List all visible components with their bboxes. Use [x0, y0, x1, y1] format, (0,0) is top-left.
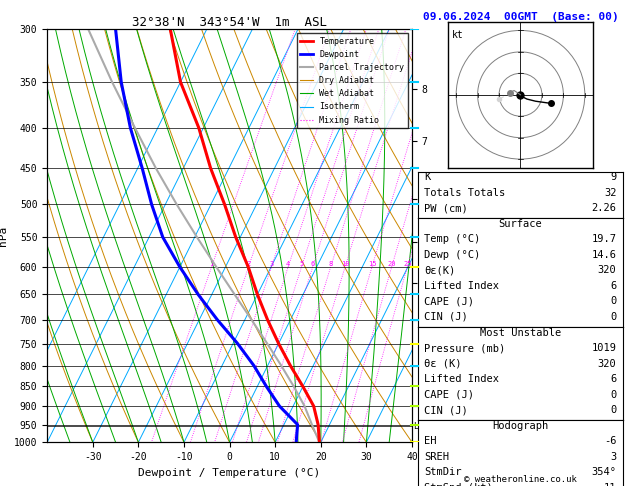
Text: © weatheronline.co.uk: © weatheronline.co.uk: [464, 474, 577, 484]
Text: CIN (J): CIN (J): [425, 405, 468, 415]
Text: PW (cm): PW (cm): [425, 203, 468, 213]
Y-axis label: hPa: hPa: [0, 226, 8, 246]
Text: Dewp (°C): Dewp (°C): [425, 250, 481, 260]
Text: Totals Totals: Totals Totals: [425, 188, 506, 197]
Text: 2.26: 2.26: [592, 203, 616, 213]
Text: LCL: LCL: [413, 422, 428, 431]
Text: 320: 320: [598, 265, 616, 275]
Text: 9: 9: [610, 172, 616, 182]
Text: Most Unstable: Most Unstable: [480, 328, 561, 337]
Text: 6: 6: [610, 374, 616, 384]
Text: θε (K): θε (K): [425, 359, 462, 368]
Text: 5: 5: [299, 261, 304, 267]
Y-axis label: km
ASL: km ASL: [441, 225, 459, 246]
Text: 20: 20: [387, 261, 396, 267]
Text: 3: 3: [269, 261, 274, 267]
Text: 4: 4: [286, 261, 290, 267]
Text: 3: 3: [610, 452, 616, 462]
Text: 2: 2: [247, 261, 250, 267]
X-axis label: Dewpoint / Temperature (°C): Dewpoint / Temperature (°C): [138, 468, 321, 478]
Text: 11: 11: [604, 483, 616, 486]
Text: Hodograph: Hodograph: [493, 421, 548, 431]
Text: Lifted Index: Lifted Index: [425, 281, 499, 291]
Text: 320: 320: [598, 359, 616, 368]
Text: 1: 1: [209, 261, 214, 267]
Text: 6: 6: [311, 261, 314, 267]
Text: -6: -6: [604, 436, 616, 446]
Text: 354°: 354°: [592, 468, 616, 477]
Text: kt: kt: [452, 31, 464, 40]
Legend: Temperature, Dewpoint, Parcel Trajectory, Dry Adiabat, Wet Adiabat, Isotherm, Mi: Temperature, Dewpoint, Parcel Trajectory…: [297, 34, 408, 128]
Text: EH: EH: [425, 436, 437, 446]
Title: 32°38'N  343°54'W  1m  ASL: 32°38'N 343°54'W 1m ASL: [132, 16, 327, 29]
Text: 6: 6: [610, 281, 616, 291]
Text: CIN (J): CIN (J): [425, 312, 468, 322]
Text: 0: 0: [610, 405, 616, 415]
Text: StmDir: StmDir: [425, 468, 462, 477]
Text: Lifted Index: Lifted Index: [425, 374, 499, 384]
Text: Temp (°C): Temp (°C): [425, 234, 481, 244]
Text: 1019: 1019: [592, 343, 616, 353]
Text: StmSpd (kt): StmSpd (kt): [425, 483, 493, 486]
Text: 14.6: 14.6: [592, 250, 616, 260]
Text: Surface: Surface: [499, 219, 542, 228]
Text: 0: 0: [610, 296, 616, 306]
Text: 0: 0: [610, 312, 616, 322]
Text: 8: 8: [328, 261, 333, 267]
Text: 09.06.2024  00GMT  (Base: 00): 09.06.2024 00GMT (Base: 00): [423, 12, 618, 22]
Text: CAPE (J): CAPE (J): [425, 296, 474, 306]
Text: 32: 32: [604, 188, 616, 197]
Text: 19.7: 19.7: [592, 234, 616, 244]
Text: θε(K): θε(K): [425, 265, 455, 275]
Text: K: K: [425, 172, 431, 182]
Text: SREH: SREH: [425, 452, 449, 462]
Text: 10: 10: [341, 261, 349, 267]
Text: 25: 25: [403, 261, 411, 267]
Text: Pressure (mb): Pressure (mb): [425, 343, 506, 353]
Text: 15: 15: [368, 261, 376, 267]
Text: CAPE (J): CAPE (J): [425, 390, 474, 399]
Text: 0: 0: [610, 390, 616, 399]
